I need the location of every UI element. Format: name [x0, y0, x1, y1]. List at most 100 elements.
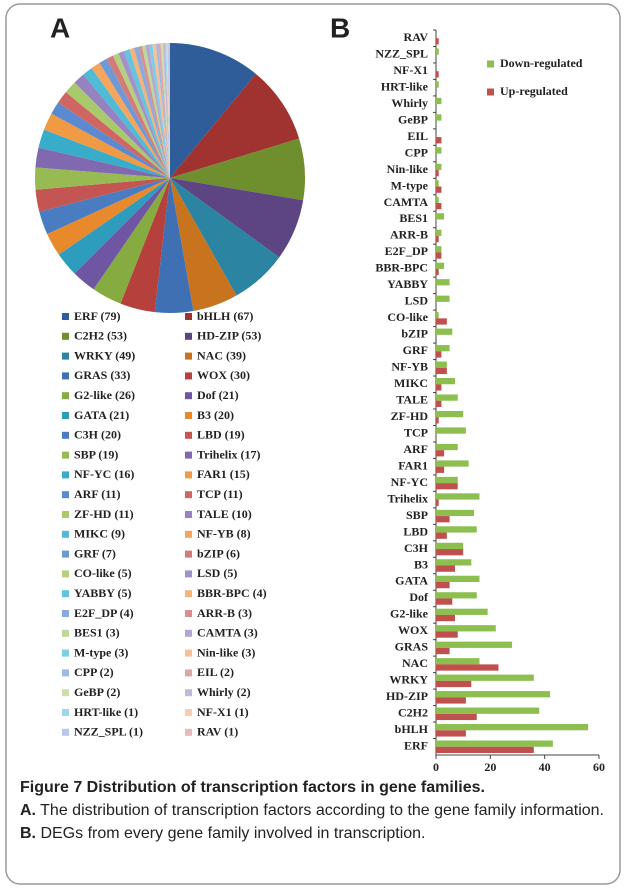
y-tick-label: CPP	[405, 145, 428, 159]
bar	[436, 246, 442, 253]
y-tick-label: NZZ_SPL	[375, 46, 428, 60]
pie-slice	[58, 178, 170, 274]
legend-label: C2H2 (53)	[74, 329, 127, 343]
caption-label: B.	[20, 825, 36, 842]
y-tick-label: ARR-B	[390, 228, 428, 242]
y-tick-label: TCP	[404, 425, 428, 439]
bar	[436, 427, 466, 434]
y-tick-label: WOX	[398, 623, 428, 637]
legend-swatch	[62, 689, 69, 697]
y-tick-label: ARF	[403, 442, 428, 456]
bar	[436, 351, 442, 358]
legend-swatch	[62, 412, 69, 419]
legend-label: NF-YC (16)	[74, 467, 134, 481]
bar	[436, 361, 447, 368]
bar	[436, 394, 458, 401]
pie-slice	[154, 178, 194, 313]
y-tick-label: HD-ZIP	[386, 689, 428, 703]
bar	[436, 410, 464, 418]
legend-swatch	[185, 590, 192, 598]
pie-slice	[170, 138, 306, 201]
bar	[436, 549, 464, 556]
legend-label: B3 (20)	[197, 408, 234, 422]
legend-swatch	[62, 332, 69, 340]
legend-swatch	[62, 649, 69, 657]
y-tick-label: C2H2	[398, 706, 428, 720]
y-tick-label: B3	[414, 557, 428, 571]
bar	[436, 417, 439, 424]
x-tick-label: 60	[593, 760, 605, 774]
legend-swatch	[185, 610, 192, 617]
bar	[436, 740, 553, 747]
pie-slice	[158, 43, 170, 178]
pie-slice	[133, 46, 170, 179]
bar	[436, 71, 439, 78]
legend-label: Trihelix (17)	[197, 447, 260, 461]
legend-swatch	[487, 60, 494, 68]
pie-slice	[141, 45, 170, 178]
legend-swatch	[62, 550, 69, 558]
bar	[436, 450, 445, 457]
legend-label: GRF (7)	[74, 546, 116, 560]
legend-swatch	[185, 412, 192, 419]
legend-swatch	[185, 431, 192, 439]
bar	[436, 235, 439, 243]
pie-slice	[160, 43, 170, 178]
y-tick-label: NF-X1	[393, 63, 428, 77]
pie-slice	[168, 43, 170, 178]
legend-label: HRT-like (1)	[74, 705, 138, 719]
legend-swatch	[185, 372, 192, 380]
pie-slice	[120, 178, 170, 313]
bar	[436, 367, 447, 375]
pie-slice	[167, 43, 170, 178]
bar	[436, 137, 442, 144]
bar	[436, 38, 439, 45]
pie-slice	[170, 178, 237, 311]
bar	[436, 658, 480, 665]
frame	[5, 3, 621, 885]
legend-label: Dof (21)	[197, 388, 239, 402]
bar	[436, 598, 453, 605]
bar	[436, 542, 464, 550]
pie-slice	[166, 43, 170, 178]
legend-label: bHLH (67)	[197, 309, 253, 323]
bar	[436, 746, 534, 754]
y-tick-label: C3H	[404, 541, 429, 555]
caption-text: DEGs from every gene family involved in …	[36, 825, 426, 842]
pie-slice	[138, 45, 170, 178]
panel-label: A	[50, 12, 70, 43]
legend-swatch	[62, 511, 69, 518]
bar	[436, 466, 445, 473]
bar	[436, 625, 496, 632]
caption-label: A.	[20, 802, 36, 819]
y-tick-label: Dof	[409, 590, 429, 604]
pie-slice	[129, 47, 170, 179]
legend-swatch	[62, 352, 69, 360]
bar	[436, 81, 439, 88]
legend-label: CAMTA (3)	[197, 626, 258, 640]
legend-label: Up-regulated	[500, 84, 568, 98]
legend-swatch	[487, 88, 494, 96]
bar	[436, 713, 477, 721]
legend-swatch	[185, 669, 192, 677]
legend-swatch	[62, 431, 69, 439]
pie-slice	[106, 55, 170, 178]
bar	[436, 592, 477, 599]
bar	[436, 186, 442, 193]
legend-label: CPP (2)	[74, 665, 114, 679]
pie-slice	[162, 43, 170, 178]
legend-swatch	[62, 709, 69, 716]
bar	[436, 575, 480, 582]
legend-swatch	[185, 451, 192, 459]
legend-label: ARR-B (3)	[197, 606, 252, 620]
y-tick-label: GeBP	[398, 112, 428, 126]
legend-label: GATA (21)	[74, 408, 129, 422]
y-tick-label: GRF	[403, 343, 428, 357]
legend-swatch	[62, 610, 69, 617]
legend-label: LBD (19)	[197, 428, 245, 442]
legend-label: NZZ_SPL (1)	[74, 725, 143, 739]
bar	[436, 697, 466, 704]
legend-swatch	[62, 372, 69, 380]
legend-swatch	[62, 570, 69, 578]
